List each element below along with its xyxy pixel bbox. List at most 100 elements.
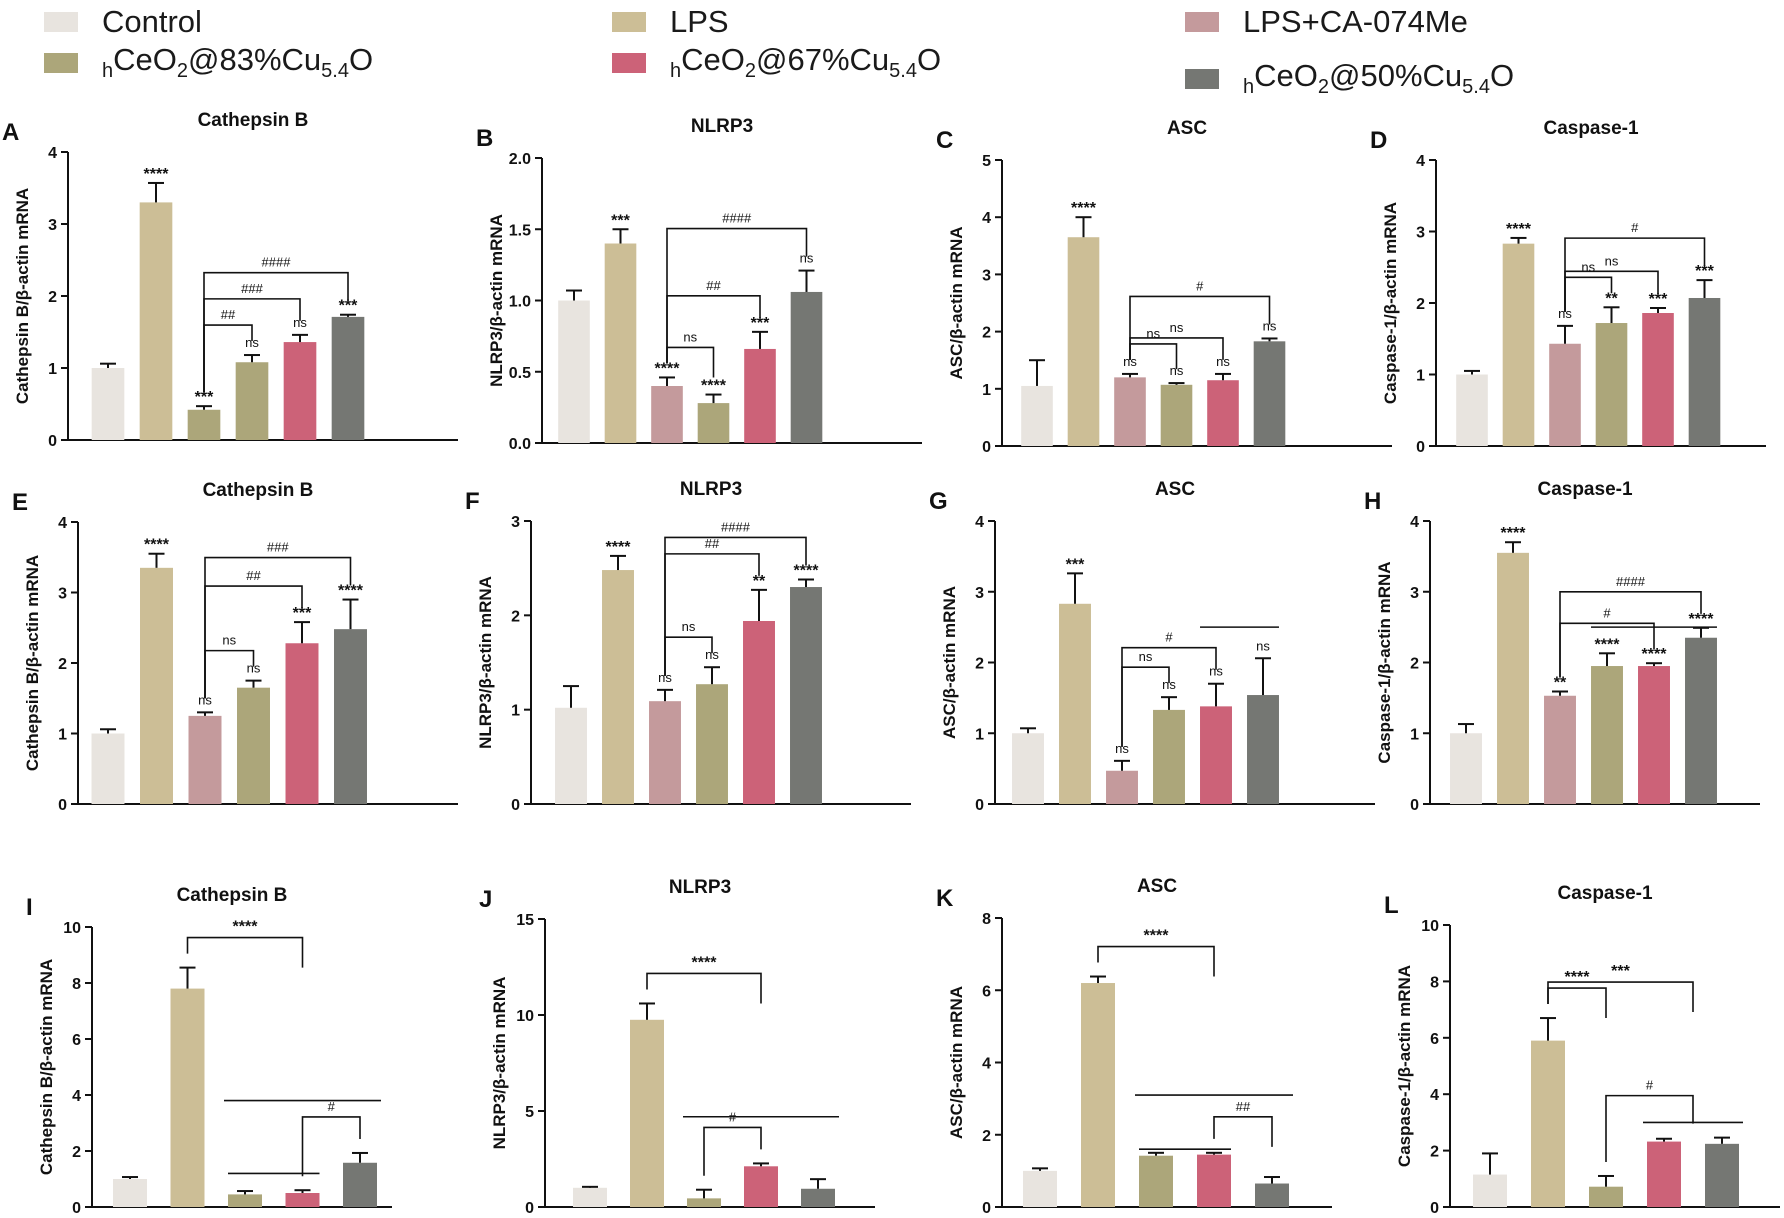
bar-a-2 <box>139 202 173 440</box>
legend-item-lps-ca: LPS+CA-074Me <box>1185 4 1468 40</box>
panel-letter-g: G <box>929 488 948 515</box>
y-tick-label-b: 2.0 <box>509 151 531 168</box>
bracket-g-2 <box>1121 646 1217 747</box>
panel-e: E Cathepsin B Cathepsin B/β-actin mRNA 0 1 2 3… <box>12 480 458 814</box>
y-axis-label-e: Cathepsin B/β-actin mRNA <box>23 555 42 771</box>
y-tick-label-a: 3 <box>48 217 57 234</box>
bracket-label-a-2: ### <box>241 281 263 296</box>
panel-letter-a: A <box>2 119 19 146</box>
significance-label-b-3: **** <box>655 360 681 377</box>
y-tick-label-e: 2 <box>58 656 67 673</box>
significance-label-c-2: **** <box>1071 200 1097 217</box>
y-tick-label-k: 2 <box>982 1128 991 1145</box>
panel-letter-j: J <box>479 886 492 913</box>
bracket-l-2 <box>1547 981 1694 1013</box>
bar-a-6 <box>331 316 365 440</box>
y-tick-label-b: 0.5 <box>509 365 531 382</box>
bar-b-3 <box>651 386 683 443</box>
bar-h-2 <box>1497 552 1529 804</box>
bracket-label-e-2: ## <box>246 568 261 583</box>
bar-f-2 <box>602 570 634 804</box>
bracket-label-c-3: # <box>1196 278 1204 293</box>
bar-b-4 <box>697 403 730 443</box>
bar-h-6 <box>1685 637 1717 804</box>
significance-label-c-4: ns <box>1170 363 1184 378</box>
y-tick-label-b: 0.0 <box>509 436 531 453</box>
bar-f-1 <box>555 707 587 804</box>
y-tick-label-e: 0 <box>58 797 67 814</box>
significance-label-f-6: **** <box>794 562 820 579</box>
bar-k-2 <box>1081 983 1115 1207</box>
y-axis-label-d: Caspase-1/β-actin mRNA <box>1381 202 1400 404</box>
significance-label-f-2: **** <box>606 539 632 556</box>
significance-label-h-2: **** <box>1501 525 1527 542</box>
significance-label-h-4: **** <box>1595 636 1621 653</box>
y-axis-label-c: ASC/β-actin mRNA <box>947 227 966 380</box>
legend-swatch-ce83 <box>44 52 78 73</box>
chart-title-j: NLRP3 <box>669 877 731 898</box>
legend-item-ce67: hCeO2@67%Cu5.4O <box>612 42 941 83</box>
panel-a: A Cathepsin B Cathepsin B/β-actin mRNA 0 1 2 3… <box>2 110 458 450</box>
bar-a-4 <box>235 362 269 440</box>
y-tick-label-l: 6 <box>1430 1031 1439 1048</box>
significance-label-a-5: ns <box>293 315 307 330</box>
bracket-label-l-2: *** <box>1611 963 1630 980</box>
chart-title-k: ASC <box>1137 876 1177 897</box>
y-tick-label-h: 2 <box>1410 656 1419 673</box>
y-tick-label-c: 1 <box>982 382 991 399</box>
y-tick-label-f: 1 <box>511 703 520 720</box>
y-tick-label-f: 2 <box>511 608 520 625</box>
bar-h-1 <box>1450 733 1482 804</box>
chart-title-e: Cathepsin B <box>203 480 314 501</box>
bar-h-5 <box>1638 666 1670 804</box>
y-tick-label-e: 4 <box>58 515 67 532</box>
bracket-label-l-1: **** <box>1565 969 1591 986</box>
y-tick-label-c: 0 <box>982 439 991 456</box>
legend-item-control: Control <box>44 4 202 40</box>
bar-f-5 <box>743 620 775 804</box>
y-axis-label-f: NLRP3/β-actin mRNA <box>476 576 495 749</box>
y-tick-label-f: 3 <box>511 514 520 531</box>
chart-title-f: NLRP3 <box>680 479 742 500</box>
chart-title-l: Caspase-1 <box>1557 883 1652 904</box>
significance-label-d-5: *** <box>1649 291 1668 308</box>
bar-a-5 <box>283 342 317 440</box>
bar-k-5 <box>1255 1183 1289 1207</box>
bracket-label-i-2: # <box>328 1099 336 1114</box>
bar-l-3 <box>1589 1186 1623 1207</box>
significance-label-g-4: ns <box>1162 677 1176 692</box>
bar-b-1 <box>558 300 590 443</box>
y-tick-label-i: 6 <box>72 1032 81 1049</box>
bar-a-1 <box>91 368 125 440</box>
panel-letter-h: H <box>1364 488 1381 515</box>
y-axis-label-a: Cathepsin B/β-actin mRNA <box>13 188 32 404</box>
bracket-e-3 <box>204 556 352 699</box>
bracket-i-1 <box>186 936 304 968</box>
bar-b-2 <box>604 243 637 443</box>
y-tick-label-i: 10 <box>63 920 81 937</box>
bracket-i-2 <box>301 1116 361 1177</box>
bracket-f-3 <box>664 536 807 676</box>
bar-f-3 <box>649 701 681 804</box>
panel-i: I Cathepsin B Cathepsin B/β-actin mRNA 0 2 4 6… <box>26 885 392 1217</box>
chart-title-i: Cathepsin B <box>177 885 288 906</box>
y-tick-label-l: 0 <box>1430 1200 1439 1217</box>
significance-label-g-2: *** <box>1066 556 1085 573</box>
panel-letter-k: K <box>936 885 954 912</box>
bar-g-6 <box>1247 695 1279 804</box>
panel-letter-f: F <box>465 488 480 515</box>
bar-d-3 <box>1549 343 1581 446</box>
y-tick-label-e: 1 <box>58 727 67 744</box>
y-tick-label-l: 8 <box>1430 974 1439 991</box>
bar-e-2 <box>140 567 173 804</box>
bracket-k-2 <box>1213 1116 1273 1147</box>
legend-item-ce83: hCeO2@83%Cu5.4O <box>44 42 373 83</box>
y-tick-label-d: 0 <box>1416 439 1425 456</box>
bar-c-2 <box>1067 237 1100 446</box>
y-tick-label-e: 3 <box>58 586 67 603</box>
bracket-j-2 <box>703 1126 762 1176</box>
significance-label-h-5: **** <box>1642 646 1668 663</box>
